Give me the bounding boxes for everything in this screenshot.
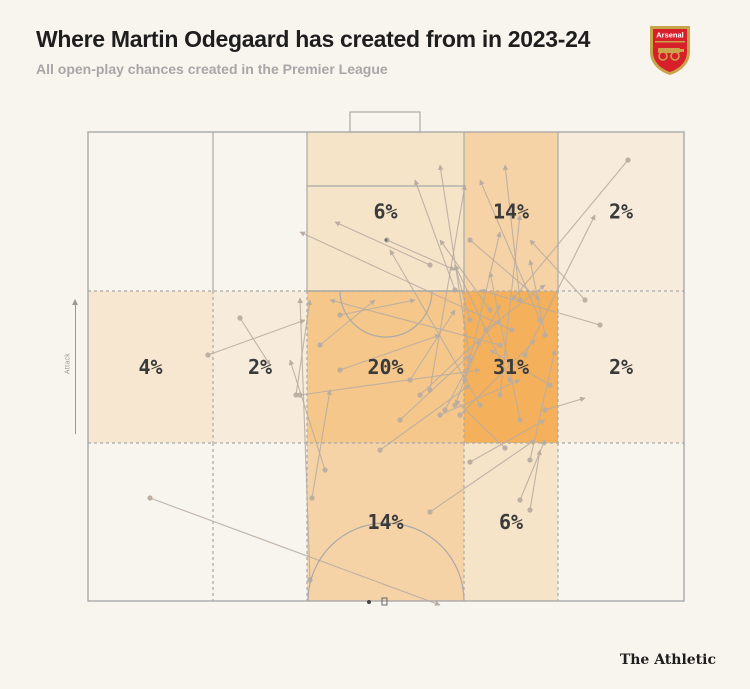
chance-arrow-0 (299, 231, 513, 331)
chance-arrow-37 (295, 299, 312, 396)
attack-direction: Attack (58, 299, 90, 436)
zone-r2-c4 (558, 443, 684, 601)
zone-label-r0-c2: 6% (373, 200, 397, 224)
zone-r2-c2 (307, 443, 464, 601)
chance-arrow-39 (429, 439, 536, 513)
zone-r1-c1 (213, 291, 307, 443)
chance-arrow-16 (379, 384, 471, 451)
chance-arrow-6 (439, 239, 491, 311)
publisher-logo: The Athletic (619, 652, 716, 668)
chance-arrow-35 (239, 317, 271, 366)
chance-arrow-49 (469, 239, 541, 301)
zone-r1-c4 (558, 291, 684, 443)
zone-r2-c0 (88, 443, 213, 601)
penalty-arc (339, 290, 433, 338)
chance-arrow-13 (464, 231, 502, 381)
chance-arrow-47 (444, 304, 501, 411)
chance-arrow-10 (524, 214, 596, 356)
chance-arrow-38 (297, 297, 311, 581)
centre-circle (307, 522, 465, 602)
pass-arrow-layer (147, 157, 631, 606)
zone-r1-c2 (307, 291, 464, 443)
zone-label-r1-c3: 31% (493, 355, 529, 379)
pitch-lines (87, 111, 685, 606)
zone-r0-c1 (213, 132, 307, 291)
attack-arrow-icon (72, 299, 78, 434)
chance-arrow-7 (334, 221, 431, 266)
chance-arrow-17 (339, 298, 416, 316)
chance-arrow-3 (438, 164, 471, 361)
chance-arrow-4 (502, 164, 521, 301)
chance-arrow-21 (488, 271, 521, 421)
zone-label-layer: 6% 14% 2% 4% 2% 20% 31% 2% 14% 6% (138, 200, 633, 535)
zone-r0-c4 (558, 132, 684, 291)
centre-spot (367, 600, 371, 604)
zone-r0-c3 (464, 132, 558, 291)
chance-arrow-24 (409, 309, 456, 381)
chance-arrow-14 (429, 184, 467, 391)
chance-arrow-29 (453, 264, 471, 321)
zone-label-r1-c4: 2% (609, 355, 633, 379)
chance-arrow-23 (454, 399, 506, 449)
chance-arrow-19 (339, 334, 441, 371)
penalty-spot (384, 238, 388, 242)
chance-arrow-33 (311, 389, 332, 499)
goal (349, 111, 421, 133)
chance-arrow-34 (288, 359, 326, 471)
zone-label-r1-c2: 20% (367, 355, 403, 379)
zone-label-r1-c0: 4% (138, 355, 162, 379)
chance-arrow-25 (439, 379, 521, 416)
zone-r2-c3 (464, 443, 558, 601)
chance-arrow-26 (479, 288, 601, 326)
chart-subtitle: All open-play chances created in the Pre… (36, 61, 388, 77)
chance-arrow-32 (149, 497, 441, 606)
chance-arrow-28 (511, 159, 629, 301)
chance-arrow-46 (419, 319, 501, 396)
chance-arrow-1 (329, 298, 501, 346)
chance-arrow-36 (207, 319, 306, 356)
chance-arrow-18 (319, 299, 376, 346)
chance-arrow-48 (386, 239, 456, 271)
zone-r0-c0 (88, 132, 213, 291)
zone-r0-c2 (307, 132, 464, 291)
zone-r2-c1 (213, 443, 307, 601)
zone-layer (88, 132, 684, 601)
chance-arrow-5 (414, 179, 456, 291)
crest-label: Arsenal (656, 31, 684, 40)
chance-arrow-42 (459, 339, 536, 416)
chance-arrow-15 (399, 354, 471, 421)
chance-arrow-11 (499, 214, 523, 396)
chance-arrow-40 (469, 419, 546, 463)
zone-label-r0-c3: 14% (493, 200, 529, 224)
zone-label-r0-c4: 2% (609, 200, 633, 224)
zone-r1-c0 (88, 291, 213, 443)
arsenal-crest-icon: Arsenal (650, 26, 690, 75)
chart-title: Where Martin Odegaard has created from i… (36, 26, 591, 52)
chance-arrow-45 (529, 449, 542, 511)
chance-arrow-41 (489, 349, 551, 386)
zone-label-r2-c3: 6% (499, 510, 523, 534)
chance-arrow-31 (544, 396, 586, 411)
zone-label-r2-c2: 14% (367, 510, 403, 534)
zone-label-r1-c1: 2% (248, 355, 272, 379)
